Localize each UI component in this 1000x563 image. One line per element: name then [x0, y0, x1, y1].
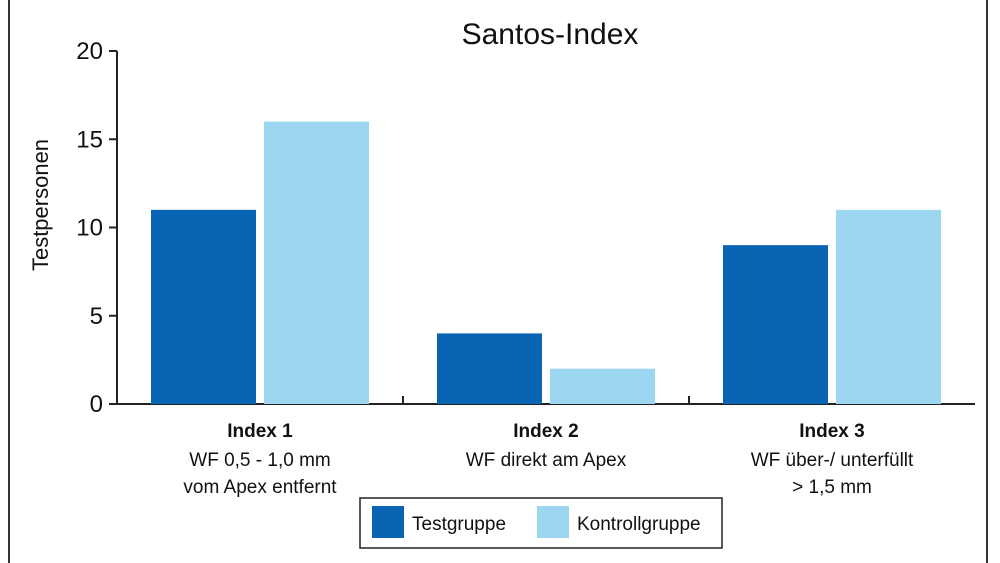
- x-tick-sublabel: > 1,5 mm: [792, 477, 872, 498]
- x-tick-sublabel: WF über-/ unterfüllt: [751, 450, 914, 471]
- x-tick-sublabel: WF 0,5 - 1,0 mm: [189, 450, 330, 471]
- legend-label: Testgruppe: [412, 514, 506, 535]
- bar-testgruppe: [723, 245, 828, 404]
- bar-testgruppe: [151, 209, 256, 404]
- y-tick-label: 10: [76, 215, 103, 242]
- bars: [151, 121, 941, 404]
- axes: 0 5 10 15 20: [76, 38, 975, 418]
- bar-kontrollgruppe: [836, 209, 941, 404]
- x-axis-labels: Index 1 WF 0,5 - 1,0 mm vom Apex entfernt I…: [183, 421, 914, 498]
- legend-swatch-testgruppe: [372, 506, 404, 538]
- x-tick-sublabel: vom Apex entfernt: [183, 477, 337, 498]
- bar-kontrollgruppe: [550, 368, 655, 404]
- bar-kontrollgruppe: [264, 121, 369, 404]
- x-tick-label: Index 1: [227, 421, 293, 442]
- y-tick-label: 20: [76, 38, 103, 65]
- y-axis-label: Testpersonen: [28, 139, 53, 271]
- legend-swatch-kontrollgruppe: [537, 506, 569, 538]
- x-tick-sublabel: WF direkt am Apex: [466, 450, 627, 471]
- bar-testgruppe: [437, 333, 542, 404]
- chart-frame: [8, 0, 988, 563]
- x-tick-label: Index 3: [799, 421, 864, 442]
- y-tick-label: 5: [90, 303, 103, 330]
- legend: Testgruppe Kontrollgruppe: [359, 497, 723, 549]
- chart-title: Santos-Index: [462, 18, 639, 51]
- legend-label: Kontrollgruppe: [577, 514, 701, 535]
- y-tick-label: 15: [76, 126, 103, 153]
- x-tick-label: Index 2: [513, 421, 578, 442]
- y-tick-label: 0: [90, 391, 103, 418]
